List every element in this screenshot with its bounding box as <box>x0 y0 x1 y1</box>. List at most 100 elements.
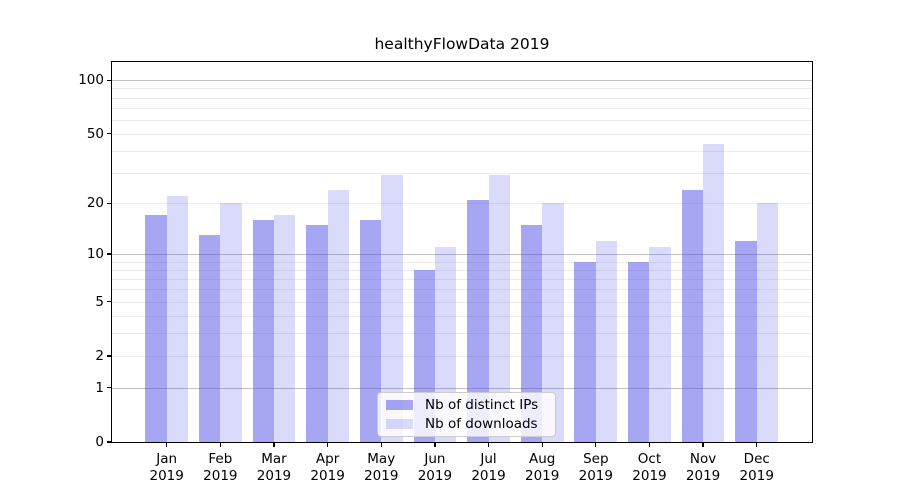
y-tick-5 <box>107 300 112 303</box>
y-tick-label-20: 20 <box>86 195 104 212</box>
gridline-major-1 <box>112 387 812 389</box>
x-tick-month: Aug <box>528 451 556 467</box>
gridline-minor-80 <box>112 97 812 99</box>
x-tick-jan <box>166 442 168 447</box>
x-tick-label-jan: Jan 2019 <box>135 451 199 485</box>
bar-dec-downloads <box>756 203 779 442</box>
legend-item-distinct-ips: Nb of distinct IPs <box>386 397 555 413</box>
gridline-minor-7 <box>112 278 812 280</box>
x-tick-label-dec: Dec 2019 <box>725 451 789 485</box>
y-tick-label-5: 5 <box>95 293 104 310</box>
gridline-minor-8 <box>112 269 812 271</box>
x-tick-jul <box>487 442 490 447</box>
y-tick-label-100: 100 <box>78 72 104 89</box>
gridline-minor-60 <box>112 119 812 121</box>
x-tick-label-jul: Jul 2019 <box>457 451 521 485</box>
x-tick-year: 2019 <box>524 468 560 484</box>
bar-sep-downloads <box>595 240 618 442</box>
y-tick-20 <box>107 202 112 204</box>
bar-feb-downloads <box>220 203 242 442</box>
x-tick-jun <box>434 442 436 447</box>
x-tick-year: 2019 <box>685 468 721 484</box>
gridline-minor-6 <box>112 289 812 291</box>
x-tick-month: Mar <box>261 451 287 467</box>
bar-jan-distinct-ips <box>145 215 167 442</box>
x-tick-oct <box>648 442 651 447</box>
y-tick-label-0: 0 <box>95 434 104 450</box>
bar-may-distinct-ips <box>359 219 382 442</box>
bar-jul-downloads <box>488 175 510 442</box>
gridline-minor-20 <box>112 203 812 205</box>
x-tick-label-feb: Feb 2019 <box>188 451 252 485</box>
bar-dec-distinct-ips <box>735 240 757 442</box>
x-tick-year: 2019 <box>203 468 238 484</box>
y-tick-1 <box>107 387 112 389</box>
gridline-minor-90 <box>112 88 812 90</box>
legend-label-downloads: Nb of downloads <box>425 416 538 432</box>
x-tick-year: 2019 <box>149 468 184 484</box>
bar-aug-downloads <box>542 203 564 442</box>
x-tick-year: 2019 <box>256 468 292 484</box>
x-tick-label-nov: Nov 2019 <box>671 451 735 485</box>
gridline-minor-70 <box>112 107 812 109</box>
gridline-minor-50 <box>112 133 812 135</box>
gridline-minor-30 <box>112 172 812 174</box>
x-tick-month: Feb <box>208 451 233 467</box>
x-tick-year: 2019 <box>632 468 667 484</box>
y-tick-10 <box>107 253 112 255</box>
x-tick-month: Jan <box>156 451 178 467</box>
x-tick-month: Nov <box>689 451 717 467</box>
bar-aug-distinct-ips <box>520 224 543 442</box>
y-tick-2 <box>107 355 112 357</box>
y-tick-0 <box>107 441 112 443</box>
legend-item-downloads: Nb of downloads <box>386 416 555 432</box>
chart-title: healthyFlowData 2019 <box>374 35 550 53</box>
legend: Nb of distinct IPs Nb of downloads <box>377 392 556 437</box>
y-tick-label-2: 2 <box>95 347 104 364</box>
x-tick-dec <box>756 442 758 447</box>
x-tick-year: 2019 <box>739 468 774 484</box>
legend-swatch-distinct-ips <box>386 399 413 411</box>
x-tick-sep <box>595 442 597 447</box>
gridline-minor-9 <box>112 261 812 263</box>
bar-oct-distinct-ips <box>628 261 650 442</box>
x-tick-year: 2019 <box>364 468 399 484</box>
y-tick-label-50: 50 <box>86 125 104 142</box>
x-tick-month: Oct <box>637 451 662 467</box>
legend-label-distinct-ips: Nb of distinct IPs <box>425 397 539 413</box>
x-tick-label-aug: Aug 2019 <box>510 451 574 485</box>
x-tick-month: Apr <box>315 451 340 467</box>
x-tick-label-may: May 2019 <box>349 451 413 485</box>
x-tick-month: Jun <box>424 451 446 467</box>
legend-swatch-downloads <box>386 418 413 430</box>
y-tick-label-10: 10 <box>86 246 104 263</box>
plot-area <box>112 62 812 442</box>
y-tick-label-1: 1 <box>95 379 104 396</box>
x-tick-label-sep: Sep 2019 <box>564 451 628 485</box>
y-tick-50 <box>107 133 112 135</box>
x-tick-may <box>380 442 382 447</box>
bar-apr-downloads <box>327 189 349 442</box>
gridline-major-10 <box>112 254 812 256</box>
x-tick-label-jun: Jun 2019 <box>403 451 467 485</box>
bar-feb-distinct-ips <box>198 235 221 442</box>
x-tick-year: 2019 <box>417 468 453 484</box>
x-tick-month: Sep <box>583 451 609 467</box>
gridline-minor-40 <box>112 150 812 152</box>
x-tick-aug <box>541 442 543 447</box>
x-tick-label-apr: Apr 2019 <box>296 451 360 485</box>
bar-sep-distinct-ips <box>574 261 596 442</box>
gridline-minor-3 <box>112 333 812 335</box>
x-tick-nov <box>702 442 704 447</box>
x-tick-month: May <box>367 451 396 467</box>
gridline-minor-5 <box>112 301 812 303</box>
x-tick-year: 2019 <box>310 468 345 484</box>
bar-oct-downloads <box>649 247 671 442</box>
bar-jul-distinct-ips <box>467 199 489 442</box>
x-tick-mar <box>273 442 275 447</box>
gridline-minor-2 <box>112 355 812 357</box>
bar-may-downloads <box>381 175 403 442</box>
bar-mar-distinct-ips <box>252 219 274 442</box>
x-tick-label-oct: Oct 2019 <box>617 451 681 485</box>
